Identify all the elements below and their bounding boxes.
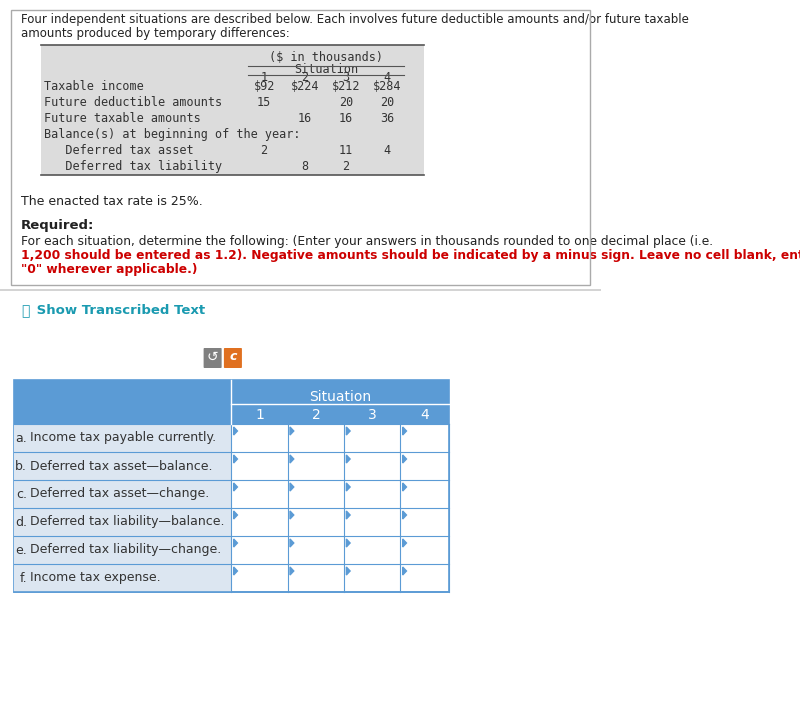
Text: Required:: Required: <box>21 219 94 232</box>
FancyBboxPatch shape <box>14 564 231 592</box>
Text: a.: a. <box>15 432 27 444</box>
Polygon shape <box>234 427 238 435</box>
FancyBboxPatch shape <box>14 424 231 452</box>
Text: 1: 1 <box>255 408 264 422</box>
Text: f.: f. <box>19 571 27 585</box>
Polygon shape <box>346 511 350 519</box>
Polygon shape <box>234 511 238 519</box>
Polygon shape <box>346 567 350 575</box>
Polygon shape <box>290 539 294 547</box>
Polygon shape <box>402 427 406 435</box>
Text: Four independent situations are described below. Each involves future deductible: Four independent situations are describe… <box>21 13 689 26</box>
Polygon shape <box>234 455 238 463</box>
FancyBboxPatch shape <box>14 536 231 564</box>
Text: 4: 4 <box>384 71 391 84</box>
Text: ↺: ↺ <box>207 350 218 364</box>
Text: Future deductible amounts: Future deductible amounts <box>44 96 222 109</box>
Polygon shape <box>402 511 406 519</box>
Text: Balance(s) at beginning of the year:: Balance(s) at beginning of the year: <box>44 128 301 141</box>
Polygon shape <box>290 483 294 491</box>
Text: Show Transcribed Text: Show Transcribed Text <box>31 304 205 317</box>
Polygon shape <box>402 567 406 575</box>
Text: Deferred tax liability—balance.: Deferred tax liability—balance. <box>30 515 225 529</box>
Text: $284: $284 <box>373 80 402 93</box>
Text: 15: 15 <box>257 96 271 109</box>
Polygon shape <box>346 539 350 547</box>
Polygon shape <box>290 427 294 435</box>
FancyBboxPatch shape <box>14 452 231 480</box>
Text: 16: 16 <box>339 112 353 125</box>
Polygon shape <box>290 511 294 519</box>
Text: 3: 3 <box>342 71 350 84</box>
Text: 1,200 should be entered as 1.2). Negative amounts should be indicated by a minus: 1,200 should be entered as 1.2). Negativ… <box>21 249 800 262</box>
Text: Deferred tax asset: Deferred tax asset <box>44 144 194 157</box>
Text: 2: 2 <box>342 160 350 173</box>
Text: 36: 36 <box>380 112 394 125</box>
Polygon shape <box>402 455 406 463</box>
Polygon shape <box>290 455 294 463</box>
FancyBboxPatch shape <box>14 380 450 592</box>
Text: 20: 20 <box>339 96 353 109</box>
FancyBboxPatch shape <box>14 480 231 508</box>
FancyBboxPatch shape <box>14 508 231 536</box>
Text: ($ in thousands): ($ in thousands) <box>269 51 383 64</box>
Polygon shape <box>346 455 350 463</box>
Text: Deferred tax asset—change.: Deferred tax asset—change. <box>30 487 210 501</box>
Polygon shape <box>346 427 350 435</box>
Text: 8: 8 <box>301 160 308 173</box>
Text: 20: 20 <box>380 96 394 109</box>
Text: Deferred tax liability—change.: Deferred tax liability—change. <box>30 543 222 557</box>
Text: 2: 2 <box>301 71 308 84</box>
Text: 4: 4 <box>384 144 391 157</box>
Text: ⓘ: ⓘ <box>21 304 30 318</box>
Polygon shape <box>346 483 350 491</box>
Text: Situation: Situation <box>310 390 371 404</box>
Text: Income tax payable currently.: Income tax payable currently. <box>30 432 216 444</box>
Text: 2: 2 <box>311 408 320 422</box>
Text: Income tax expense.: Income tax expense. <box>30 571 161 585</box>
FancyBboxPatch shape <box>204 348 222 368</box>
Text: "0" wherever applicable.): "0" wherever applicable.) <box>21 263 198 276</box>
Text: For each situation, determine the following: (Enter your answers in thousands ro: For each situation, determine the follow… <box>21 235 713 248</box>
Text: Taxable income: Taxable income <box>44 80 144 93</box>
Text: d.: d. <box>15 515 27 529</box>
Text: 11: 11 <box>339 144 353 157</box>
Text: Deferred tax asset—balance.: Deferred tax asset—balance. <box>30 459 213 472</box>
Text: $224: $224 <box>290 80 319 93</box>
Text: Future taxable amounts: Future taxable amounts <box>44 112 201 125</box>
Text: 3: 3 <box>368 408 377 422</box>
Polygon shape <box>402 483 406 491</box>
Text: Situation: Situation <box>294 63 358 76</box>
Text: 2: 2 <box>261 144 268 157</box>
Polygon shape <box>290 567 294 575</box>
Text: amounts produced by temporary differences:: amounts produced by temporary difference… <box>21 27 290 40</box>
FancyBboxPatch shape <box>42 45 425 175</box>
Text: 1: 1 <box>261 71 268 84</box>
Text: e.: e. <box>15 543 27 557</box>
Text: c: c <box>230 350 237 364</box>
Text: The enacted tax rate is 25%.: The enacted tax rate is 25%. <box>21 195 202 208</box>
Text: $92: $92 <box>254 80 274 93</box>
Polygon shape <box>402 539 406 547</box>
Text: c.: c. <box>16 487 27 501</box>
Text: 4: 4 <box>421 408 430 422</box>
FancyBboxPatch shape <box>224 348 242 368</box>
Text: Deferred tax liability: Deferred tax liability <box>44 160 222 173</box>
FancyBboxPatch shape <box>14 380 450 424</box>
Polygon shape <box>234 539 238 547</box>
Polygon shape <box>234 567 238 575</box>
Polygon shape <box>234 483 238 491</box>
Text: b.: b. <box>15 459 27 472</box>
Text: 16: 16 <box>298 112 312 125</box>
Text: $212: $212 <box>332 80 360 93</box>
